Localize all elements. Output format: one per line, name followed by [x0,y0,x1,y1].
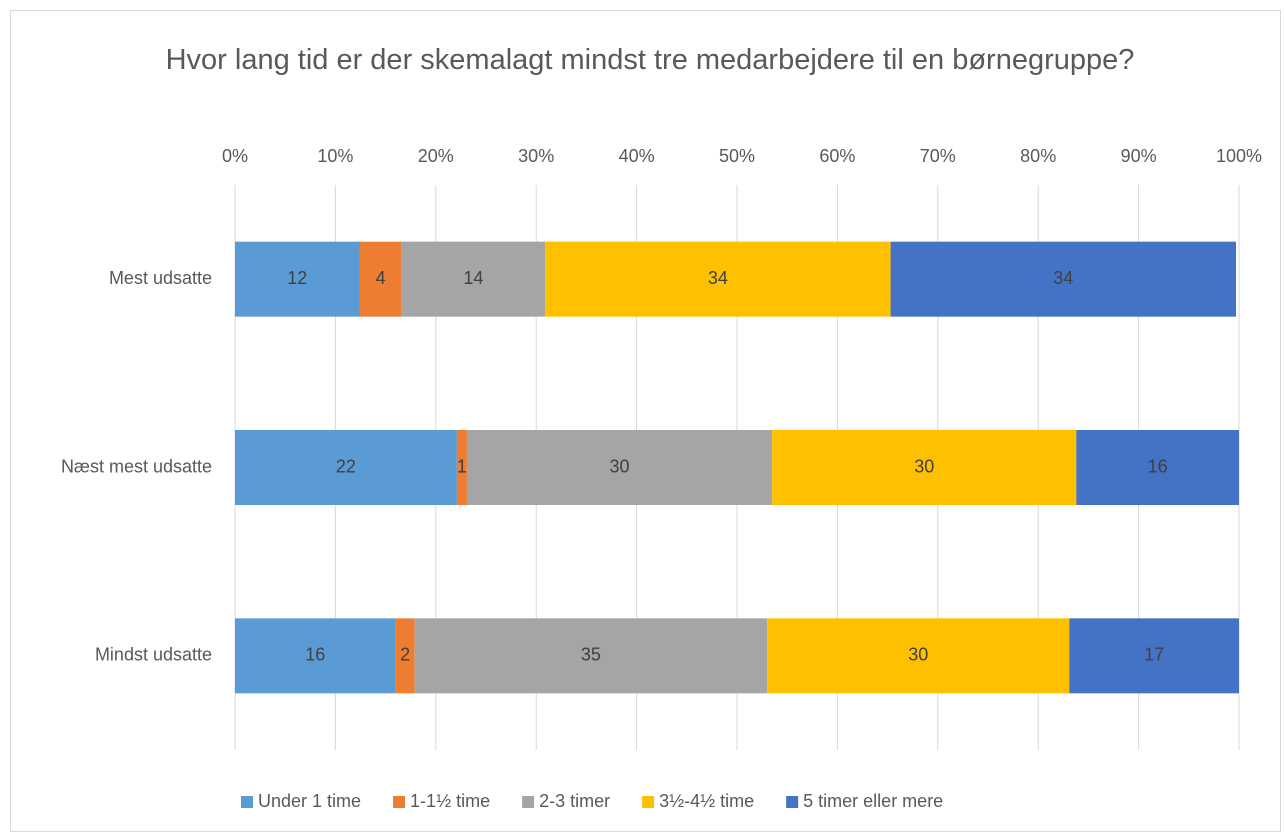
legend-swatch [786,796,799,808]
data-label: 2 [400,645,410,665]
data-label: 4 [376,268,386,288]
legend-swatch [642,796,655,808]
data-label: 35 [581,645,601,665]
bar-segment [545,241,891,317]
legend-swatch [241,796,253,808]
x-tick-label: 30% [518,146,554,166]
bar-segment [772,430,1077,505]
legend-label: 5 timer eller mere [803,791,943,811]
bar-segment [456,430,467,505]
x-tick-label: 20% [418,146,454,166]
bar-segment [235,430,457,505]
y-tick-label: Næst mest udsatte [61,456,212,476]
bar-segment [890,241,1236,317]
data-label: 12 [287,268,307,288]
data-label: 16 [1148,456,1168,476]
bar-segment [767,618,1070,694]
data-label: 1 [457,456,467,476]
bar-segment [414,618,768,694]
x-tick-label: 80% [1020,146,1056,166]
data-label: 30 [914,456,934,476]
y-tick-label: Mest udsatte [109,268,212,288]
bar-segment [395,618,415,694]
data-label: 22 [336,456,356,476]
x-tick-label: 70% [920,146,956,166]
x-tick-label: 100% [1216,146,1262,166]
x-tick-label: 40% [619,146,655,166]
bar-segment [235,241,360,317]
bar-segment [235,618,396,694]
legend-swatch [522,796,535,808]
legend-label: Under 1 time [258,791,361,811]
data-label: 17 [1144,645,1164,665]
data-label: 30 [610,456,630,476]
data-label: 34 [708,268,728,288]
x-tick-label: 90% [1121,146,1157,166]
data-label: 34 [1053,268,1073,288]
bar-segment [1076,430,1239,505]
x-tick-label: 60% [819,146,855,166]
x-tick-label: 50% [719,146,755,166]
y-tick-label: Mindst udsatte [95,645,212,665]
x-tick-label: 0% [222,146,248,166]
x-tick-label: 10% [317,146,353,166]
chart-title: Hvor lang tid er der skemalagt mindst tr… [165,44,1135,76]
bar-segment [1069,618,1239,694]
bar-segment [466,430,773,505]
data-label: 14 [463,268,483,288]
legend-label: 3½-4½ time [659,791,754,811]
legend-label: 1-1½ time [410,791,490,811]
bar-segment [359,241,402,317]
bar-segment [401,241,546,317]
chart-frame [10,10,1281,832]
data-label: 30 [908,645,928,665]
legend-label: 2-3 timer [539,791,610,811]
data-label: 16 [305,645,325,665]
legend-swatch [393,796,406,808]
